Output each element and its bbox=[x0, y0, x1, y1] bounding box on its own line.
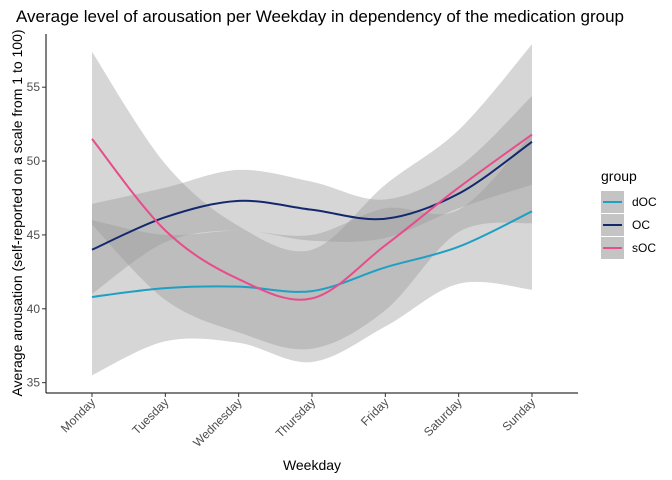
x-tick-label: Wednesday bbox=[190, 395, 245, 450]
legend-label-oc: OC bbox=[632, 218, 650, 232]
y-tick-label: 55 bbox=[27, 80, 41, 94]
x-ticks: Monday Tuesday Wednesday Thursday Friday Satu… bbox=[58, 393, 538, 450]
y-tick-label: 35 bbox=[27, 376, 41, 390]
ribbon-doc bbox=[92, 133, 532, 376]
line-soc bbox=[91, 133, 533, 301]
x-axis-title: Weekday bbox=[283, 457, 341, 473]
x-tick-label: Tuesday bbox=[129, 395, 171, 437]
y-tick-label: 45 bbox=[27, 228, 41, 242]
ribbon-soc bbox=[92, 44, 532, 350]
legend-label-doc: dOC bbox=[632, 195, 657, 209]
x-tick-label: Thursday bbox=[273, 395, 318, 440]
x-tick-label: Sunday bbox=[499, 395, 538, 434]
y-axis-title: Average arousation (self-reported on a s… bbox=[9, 29, 25, 396]
confidence-ribbons bbox=[92, 44, 532, 376]
x-tick-label: Saturday bbox=[421, 395, 465, 439]
x-tick-label: Friday bbox=[358, 395, 391, 428]
legend: group dOC OC sOC bbox=[601, 168, 657, 259]
series-lines bbox=[91, 133, 533, 301]
chart-title: Average level of arousation per Weekday … bbox=[16, 7, 624, 26]
legend-label-soc: sOC bbox=[632, 241, 656, 255]
legend-title: group bbox=[601, 168, 637, 184]
y-tick-label: 50 bbox=[27, 154, 41, 168]
x-tick-label: Monday bbox=[58, 395, 98, 435]
y-tick-label: 40 bbox=[27, 302, 41, 316]
line-doc bbox=[91, 210, 533, 298]
ribbon-oc bbox=[92, 96, 532, 294]
y-ticks: 35 40 45 50 55 bbox=[27, 80, 46, 390]
line-oc bbox=[91, 140, 533, 251]
